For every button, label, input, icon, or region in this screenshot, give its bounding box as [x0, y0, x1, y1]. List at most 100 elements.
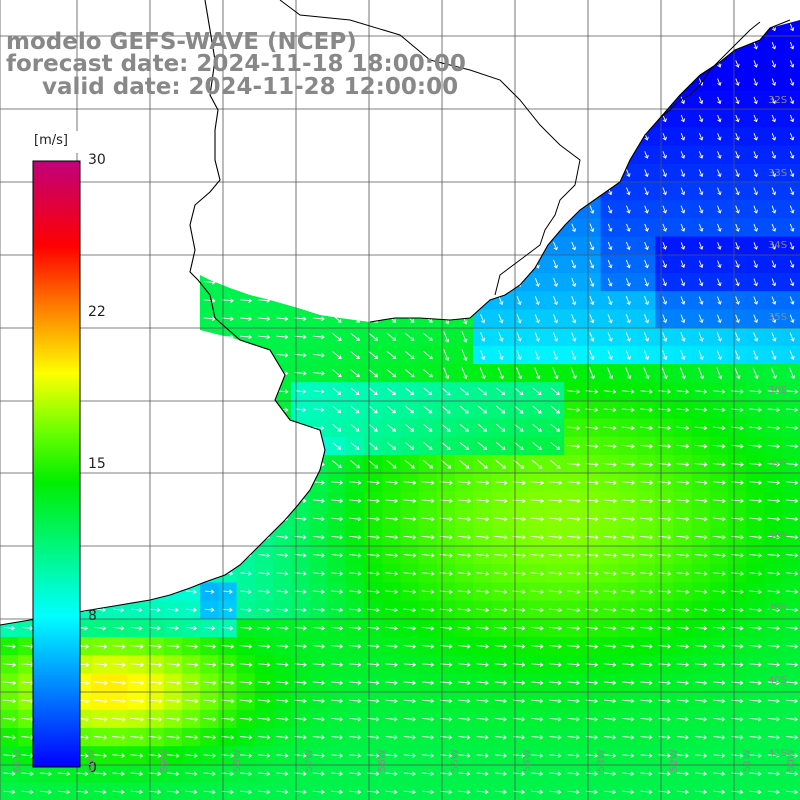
- wind-arrow: [480, 96, 485, 105]
- wind-arrow: [258, 516, 270, 522]
- wind-cell: [546, 20, 565, 37]
- wind-cell: [364, 309, 383, 329]
- wind-cell: [600, 109, 620, 128]
- wind-arrow: [626, 42, 631, 50]
- wind-arrow: [553, 169, 558, 178]
- wind-arrow: [3, 243, 16, 249]
- lon-label-59w: 59W: [159, 749, 170, 772]
- wind-arrow: [480, 114, 486, 123]
- wind-cell: [419, 0, 438, 19]
- wind-arrow: [167, 480, 180, 485]
- wind-cell: [109, 309, 128, 329]
- wind-cell: [618, 72, 638, 92]
- wind-arrow: [185, 480, 198, 485]
- wind-arrow: [571, 60, 576, 68]
- wind-cell: [345, 109, 365, 128]
- wind-arrow: [461, 112, 468, 125]
- wind-arrow: [312, 298, 325, 303]
- wind-arrow: [332, 278, 342, 287]
- wind-cell: [509, 236, 529, 256]
- wind-cell: [655, 20, 674, 37]
- wind-cell: [109, 582, 128, 602]
- wind-cell: [400, 254, 420, 274]
- wind-cell: [400, 163, 420, 183]
- wind-cell: [782, 145, 800, 165]
- wind-cell: [418, 291, 438, 310]
- wind-arrow: [258, 152, 271, 158]
- wind-cell: [491, 254, 511, 274]
- wind-arrow: [167, 316, 180, 322]
- wind-arrow: [21, 116, 34, 121]
- wind-arrow: [94, 280, 107, 285]
- wind-cell: [182, 163, 201, 183]
- wind-arrow: [516, 169, 522, 178]
- wind-arrow: [571, 23, 576, 32]
- wind-arrow: [222, 462, 234, 467]
- wind-arrow: [3, 280, 16, 285]
- wind-cell: [728, 36, 747, 56]
- wind-cell: [382, 218, 401, 238]
- wind-arrow: [21, 79, 34, 85]
- wind-arrow: [680, 42, 686, 50]
- wind-cell: [782, 182, 800, 201]
- wind-cell: [345, 218, 365, 238]
- wind-cell: [91, 491, 110, 511]
- wind-arrow: [404, 23, 415, 32]
- wind-arrow: [461, 185, 468, 197]
- wind-cell: [182, 418, 201, 438]
- wind-cell: [436, 254, 456, 274]
- wind-arrow: [386, 241, 397, 250]
- wind-arrow: [295, 425, 307, 431]
- wind-cell: [145, 163, 165, 183]
- wind-cell: [455, 291, 474, 310]
- wind-cell: [18, 91, 37, 110]
- wind-cell: [455, 0, 474, 19]
- wind-cell: [109, 145, 128, 165]
- wind-arrow: [461, 94, 468, 106]
- wind-cell: [400, 218, 420, 238]
- wind-cell: [0, 382, 19, 401]
- wind-arrow: [21, 334, 34, 340]
- wind-cell: [582, 20, 602, 37]
- wind-cell: [182, 127, 201, 147]
- wind-arrow: [94, 516, 107, 522]
- wind-cell: [109, 273, 128, 292]
- wind-cell: [291, 273, 310, 292]
- wind-arrow: [149, 371, 162, 376]
- wind-cell: [291, 254, 310, 274]
- wind-arrow: [240, 261, 253, 267]
- wind-cell: [600, 163, 620, 183]
- wind-cell: [382, 254, 401, 274]
- wind-arrow: [258, 407, 271, 413]
- wind-cell: [327, 218, 347, 238]
- wind-cell: [109, 0, 128, 19]
- wind-cell: [182, 527, 201, 547]
- wind-cell: [236, 418, 256, 438]
- wind-arrow: [258, 116, 271, 121]
- wind-arrow: [535, 132, 540, 141]
- wind-arrow: [3, 334, 16, 340]
- wind-arrow: [350, 114, 360, 123]
- lat-label-38s: 38S: [768, 530, 788, 541]
- wind-cell: [782, 309, 800, 329]
- wind-cell: [109, 546, 128, 565]
- wind-cell: [546, 127, 565, 147]
- wind-arrow: [149, 170, 162, 176]
- wind-cell: [91, 0, 110, 19]
- wind-arrow: [185, 534, 198, 540]
- wind-cell: [527, 182, 547, 201]
- wind-cell: [109, 509, 128, 529]
- wind-arrow: [607, 132, 613, 141]
- wind-arrow: [626, 96, 631, 105]
- wind-arrow: [258, 389, 271, 394]
- wind-arrow: [368, 168, 378, 177]
- wind-cell: [546, 163, 565, 183]
- wind-arrow: [276, 462, 289, 467]
- wind-cell: [364, 291, 383, 310]
- wind-cell: [145, 345, 165, 365]
- wind-arrow: [130, 243, 143, 249]
- wind-arrow: [535, 41, 540, 50]
- wind-arrow: [167, 207, 180, 212]
